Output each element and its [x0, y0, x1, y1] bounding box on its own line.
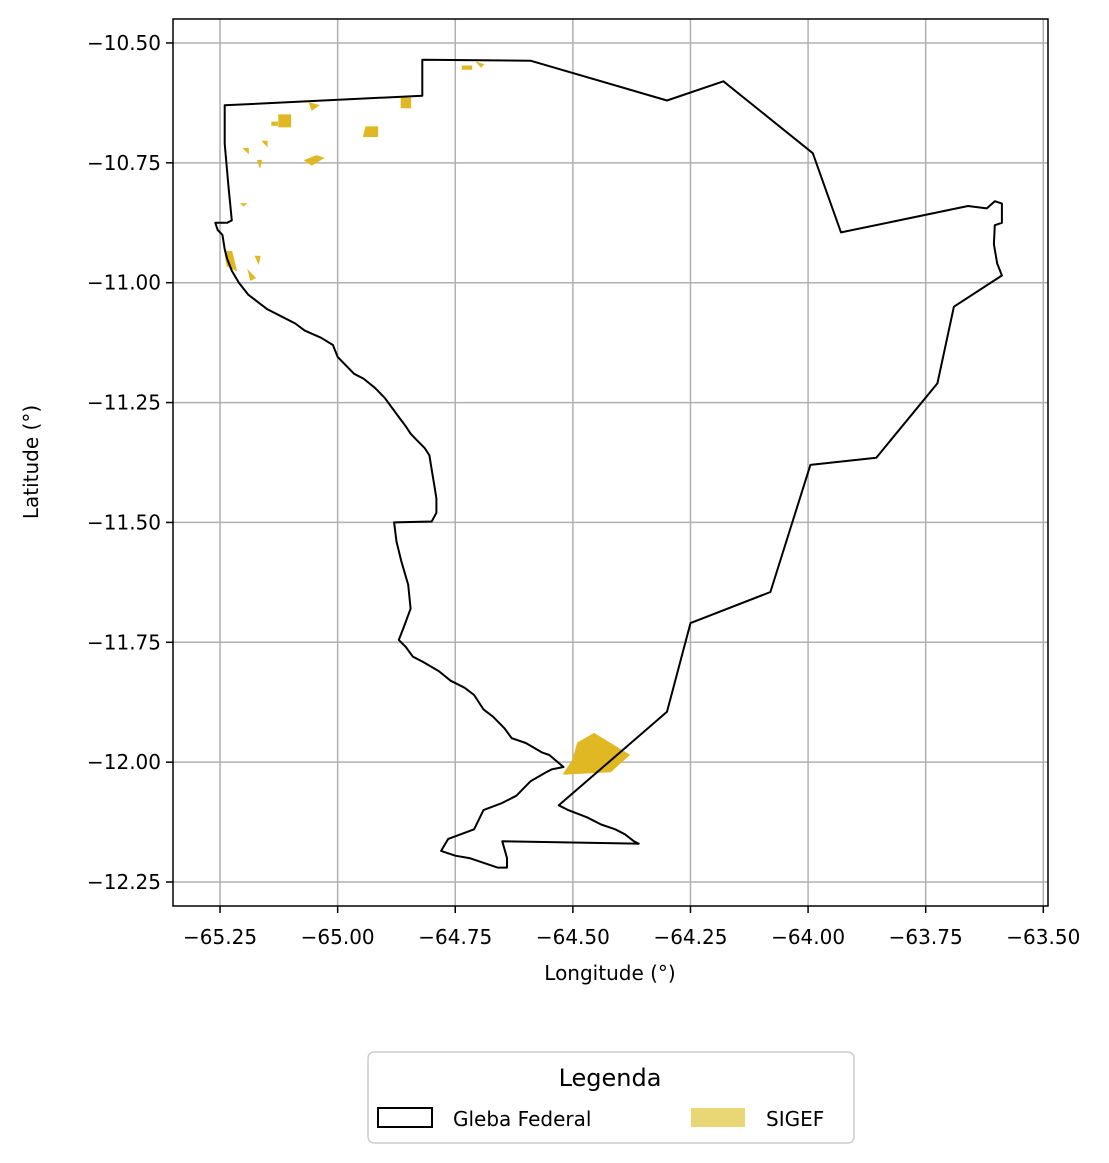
sigef-parcel [247, 269, 257, 282]
x-tick-label: −64.50 [536, 925, 610, 949]
sigef-parcel [362, 126, 379, 137]
sigef-parcel [261, 140, 268, 148]
y-tick-label: −11.25 [87, 391, 161, 415]
legend-swatch-gleba [377, 1107, 433, 1128]
sigef-parcels [224, 61, 631, 775]
x-axis-label: Longitude (°) [544, 961, 675, 985]
sigef-parcel [308, 102, 320, 111]
legend-title: Legenda [559, 1064, 662, 1092]
plot-frame [172, 18, 1049, 907]
y-tick-label: −11.50 [87, 510, 161, 534]
gleba-federal-boundary [214, 58, 1003, 869]
x-tick-label: −65.00 [301, 925, 375, 949]
x-tick-label: −63.50 [1006, 925, 1080, 949]
sigef-parcel [562, 732, 631, 775]
y-tick-label: −12.00 [87, 750, 161, 774]
sigef-parcel [461, 65, 473, 70]
x-tick-label: −64.75 [418, 925, 492, 949]
y-tick-label: −11.75 [87, 630, 161, 654]
y-tick-label: −11.00 [87, 271, 161, 295]
sigef-parcel [278, 114, 292, 128]
y-axis-label: Latitude (°) [19, 405, 43, 519]
legend-label-gleba: Gleba Federal [453, 1107, 591, 1131]
legend-swatch-sigef [691, 1108, 745, 1127]
legend-label-sigef: SIGEF [766, 1107, 824, 1131]
x-tick-label: −64.00 [771, 925, 845, 949]
legend: Legenda Gleba Federal SIGEF [367, 1051, 855, 1144]
sigef-parcel [224, 251, 238, 272]
sigef-parcel [254, 255, 261, 266]
y-tick-label: −12.25 [87, 870, 161, 894]
y-tick-label: −10.75 [87, 151, 161, 175]
x-axis-ticks: −65.25 −65.00 −64.75 −64.50 −64.25 −64.00 −63.… [183, 906, 1080, 949]
sigef-parcel [303, 155, 325, 166]
y-tick-label: −10.50 [87, 31, 161, 55]
y-axis-ticks: −10.50 −10.75 −11.00 −11.25 −11.50 −11.75 −12.… [87, 31, 173, 894]
gleba-federal-polygon [214, 58, 1003, 869]
x-tick-label: −65.25 [183, 925, 257, 949]
x-tick-label: −64.25 [653, 925, 727, 949]
sigef-parcel [476, 61, 485, 68]
sigef-parcel [239, 203, 248, 207]
sigef-parcel [271, 121, 278, 126]
x-tick-label: −63.75 [889, 925, 963, 949]
sigef-parcel [257, 159, 263, 168]
sigef-parcel [242, 148, 249, 155]
sigef-parcel [400, 97, 412, 109]
grid-lines [173, 19, 1048, 906]
